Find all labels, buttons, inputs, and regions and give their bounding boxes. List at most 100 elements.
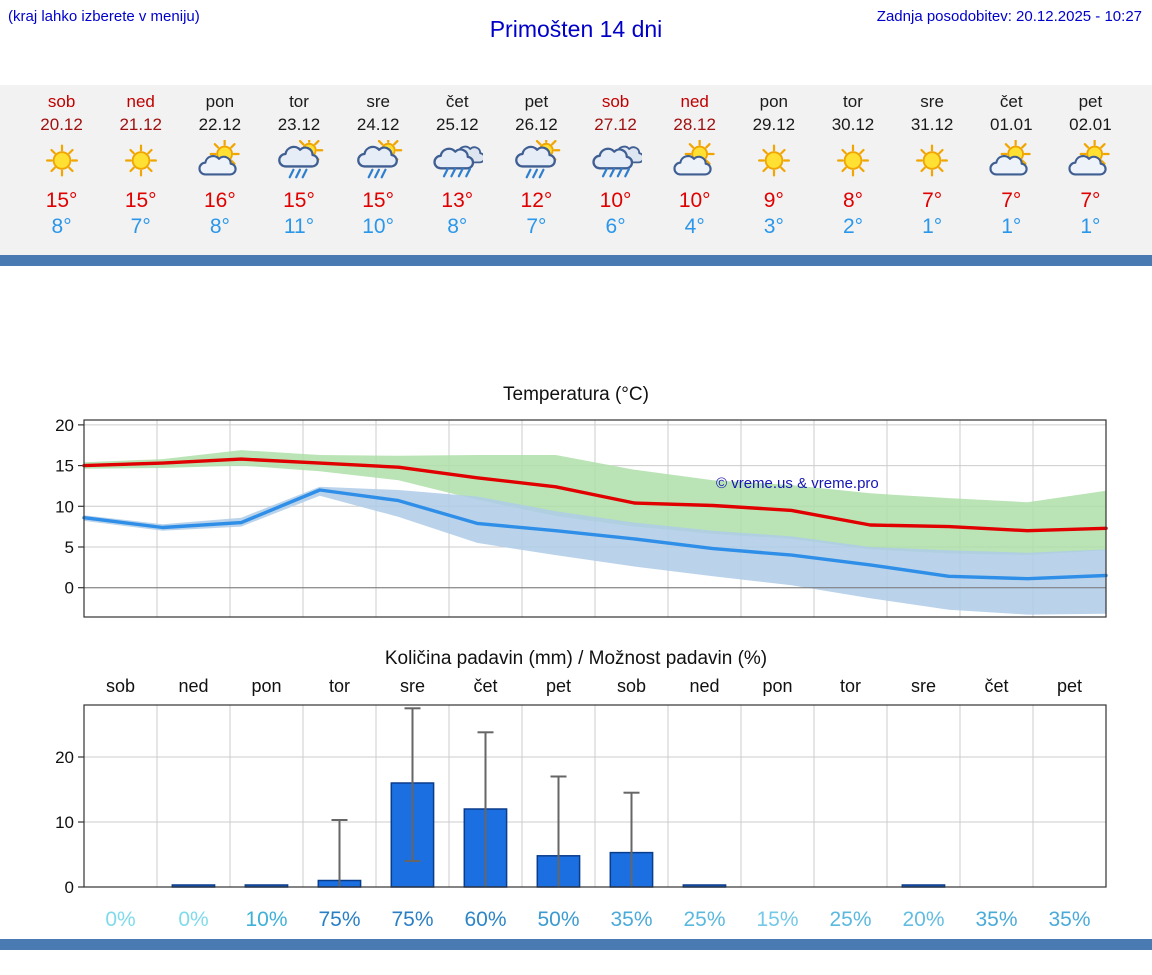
day-date: 02.01 (1069, 115, 1112, 134)
axis-day-label: ned (178, 676, 209, 696)
low-temp: 7° (526, 215, 547, 238)
weather-icon-sun (734, 140, 813, 186)
high-temp: 10° (599, 189, 632, 212)
day-date: 31.12 (910, 115, 954, 134)
weather-icon-partly (972, 138, 1051, 186)
low-temp: 1° (922, 215, 943, 238)
day-date: 25.12 (436, 115, 479, 134)
low-temp: 11° (283, 215, 315, 238)
day-name: sob (47, 92, 76, 111)
day-date: 27.12 (594, 115, 637, 134)
precip-percent: 25% (683, 908, 726, 931)
precip-percent: 15% (756, 908, 799, 931)
svg-text:20: 20 (55, 748, 74, 767)
day-name: sre (920, 92, 944, 111)
day-name: tor (843, 92, 863, 111)
high-temp: 15° (283, 189, 315, 212)
day-date: 29.12 (752, 115, 796, 134)
forecast-day[interactable]: pon 22.12 16° 8° (180, 85, 259, 255)
low-temp: 7° (130, 215, 151, 238)
precip-percent: 75% (391, 908, 434, 931)
svg-text:0: 0 (65, 579, 74, 598)
precip-percent: 20% (902, 908, 945, 931)
svg-text:15: 15 (55, 457, 74, 476)
axis-day-label: čet (473, 676, 498, 696)
forecast-day[interactable]: pet 02.01 7° 1° (1051, 85, 1130, 255)
day-date: 24.12 (356, 115, 400, 134)
page-title: Primošten 14 dni (489, 16, 663, 42)
day-name: tor (289, 92, 309, 111)
forecast-day[interactable]: sre 24.12 15° 10° (339, 85, 418, 255)
day-date: 23.12 (277, 115, 321, 134)
axis-day-label: pon (762, 676, 793, 696)
axis-day-label: ned (689, 676, 720, 696)
forecast-day[interactable]: pet 26.12 12° 7° (497, 85, 576, 255)
forecast-day[interactable]: čet 01.01 7° 1° (972, 85, 1051, 255)
svg-text:20: 20 (55, 416, 74, 435)
low-temp: 6° (605, 215, 626, 238)
axis-day-label: sre (399, 676, 425, 696)
forecast-day[interactable]: tor 30.12 8° 2° (813, 85, 892, 255)
forecast-day[interactable]: ned 21.12 15° 7° (101, 85, 180, 255)
high-temp: 7° (1080, 189, 1101, 212)
axis-day-label: sob (616, 676, 647, 696)
weather-icon-sun (22, 140, 101, 186)
precipitation-chart-svg: 0 10 20 (55, 704, 1107, 897)
precip-percent: 0% (178, 908, 209, 931)
bottom-divider-bar (0, 939, 1152, 950)
day-date: 28.12 (673, 115, 716, 134)
low-temp: 2° (842, 215, 864, 238)
weather-icon-rain (418, 140, 497, 186)
precip-percent: 35% (610, 908, 653, 931)
axis-day-label: sob (105, 676, 136, 696)
precip-chart-title: Količina padavin (mm) / Možnost padavin … (384, 648, 768, 669)
weather-icon-partly (1051, 138, 1130, 186)
low-temp: 4° (684, 215, 705, 238)
day-name: sob (601, 92, 630, 111)
day-name: pon (205, 92, 235, 111)
high-temp: 12° (520, 189, 553, 212)
day-date: 30.12 (831, 115, 875, 134)
temperature-chart: 0 5 10 15 20 © vreme.us & vreme.pro (26, 412, 1126, 632)
weather-icon-sun (101, 140, 180, 186)
axis-day-label: sre (910, 676, 936, 696)
axis-day-label: tor (328, 676, 350, 696)
forecast-day[interactable]: čet 25.12 13° 8° (418, 85, 497, 255)
precip-percent: 10% (245, 908, 288, 931)
low-temp: 1° (1080, 215, 1101, 238)
day-name: pon (759, 92, 789, 111)
weather-icon-sun (893, 140, 972, 186)
svg-text:5: 5 (65, 538, 74, 557)
forecast-day[interactable]: sre 31.12 7° 1° (893, 85, 972, 255)
weather-icon-showers (497, 136, 576, 186)
day-name: čet (999, 92, 1023, 111)
weather-icon-partly (180, 138, 259, 186)
precipitation-chart: sob ned pon tor sre čet pet sob ned pon tor sre čet p… (26, 676, 1126, 932)
axis-day-label: tor (839, 676, 861, 696)
weather-icon-partly (655, 138, 734, 186)
high-temp: 15° (362, 189, 395, 212)
forecast-day[interactable]: pon 29.12 9° 3° (734, 85, 813, 255)
axis-day-label: pon (251, 676, 282, 696)
precip-section: Količina padavin (mm) / Možnost padavin … (0, 648, 1152, 932)
precip-percent: 25% (829, 908, 872, 931)
watermark: © vreme.us & vreme.pro (716, 475, 879, 492)
high-temp: 9° (763, 189, 784, 212)
forecast-day[interactable]: sob 27.12 10° 6° (576, 85, 655, 255)
forecast-day[interactable]: sob 20.12 15° 8° (22, 85, 101, 255)
day-name: ned (126, 92, 155, 111)
day-date: 20.12 (40, 115, 83, 134)
temperature-chart-title: Temperatura (°C) (503, 384, 649, 405)
forecast-day[interactable]: tor 23.12 15° 11° (259, 85, 338, 255)
high-temp: 15° (45, 189, 78, 212)
low-temp: 3° (763, 215, 784, 238)
precip-percent: 35% (1048, 908, 1091, 931)
forecast-day[interactable]: ned 28.12 10° 4° (655, 85, 734, 255)
day-name: čet (445, 92, 469, 111)
menu-hint: (kraj lahko izberete v meniju) (8, 8, 200, 25)
low-temp: 8° (51, 215, 72, 238)
day-date: 22.12 (198, 115, 242, 134)
high-temp: 8° (842, 189, 864, 212)
svg-text:0: 0 (65, 878, 74, 897)
weather-icon-showers (339, 136, 418, 186)
